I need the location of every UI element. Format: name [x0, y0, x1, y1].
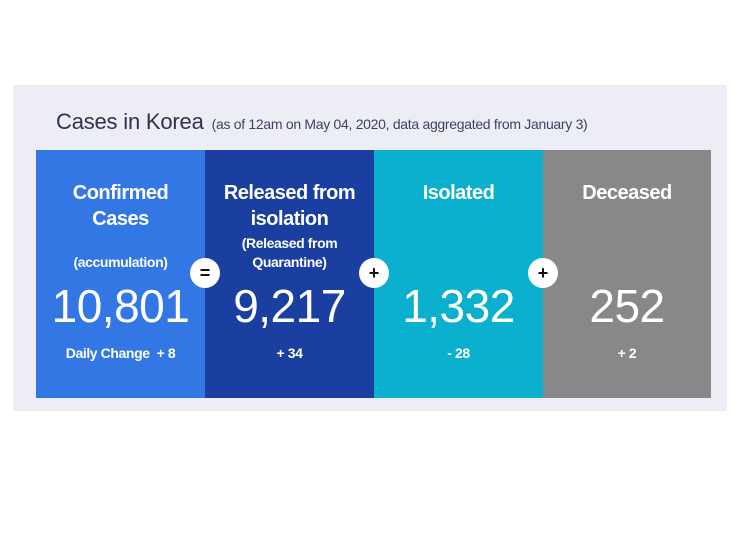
panel-header: Cases in Korea (as of 12am on May 04, 20… [56, 109, 588, 141]
daily-change: - 28 [447, 345, 470, 361]
card-label: Confirmed Cases [72, 182, 169, 230]
card-value: 1,332 [402, 280, 515, 332]
daily-change: + 2 [617, 345, 637, 361]
card-label: Released from isolation [223, 182, 356, 230]
confirmed-cases-card: Confirmed Cases (accumulation) 10,801 Da… [36, 150, 205, 398]
card-value: 10,801 [51, 280, 190, 332]
card-label: Isolated [422, 182, 495, 204]
deceased-card: Deceased 252 + 2 [543, 150, 711, 398]
card-note: (accumulation) [73, 254, 168, 270]
card-sublabel: (Released from Quarantine) [241, 235, 338, 270]
plus-icon: + [359, 258, 389, 288]
card-value: 252 [589, 280, 665, 332]
card-value: 9,217 [233, 280, 346, 332]
equals-icon: = [190, 258, 220, 288]
released-card: Released from isolation (Released from Q… [205, 150, 374, 398]
daily-change: + 34 [276, 345, 303, 361]
card-label: Deceased [582, 182, 672, 204]
data-date-note: (as of 12am on May 04, 2020, data aggreg… [211, 116, 588, 132]
daily-change: Daily Change + 8 [65, 345, 176, 361]
card-label-wrap: Released from isolation (Released from Q… [205, 180, 374, 272]
stats-cards: Confirmed Cases (accumulation) 10,801 Da… [36, 150, 711, 398]
isolated-card: Isolated 1,332 - 28 [374, 150, 543, 398]
plus-icon: + [528, 258, 558, 288]
page-title: Cases in Korea [56, 109, 204, 134]
